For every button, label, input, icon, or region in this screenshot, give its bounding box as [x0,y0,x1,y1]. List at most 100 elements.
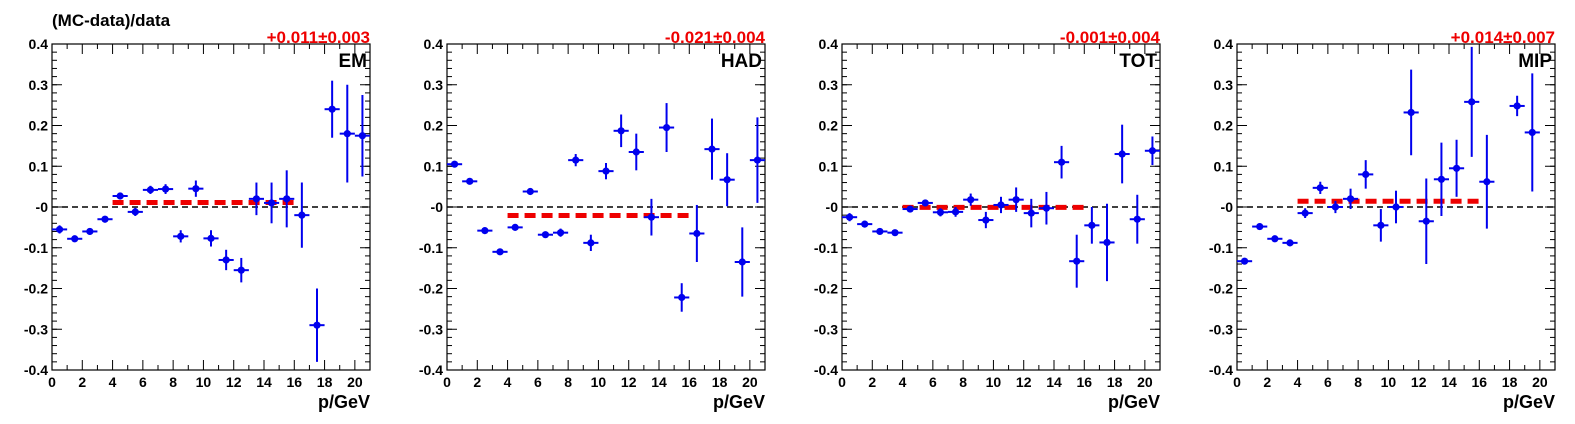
y-tick-label: -0.3 [419,321,443,337]
x-tick-label: 8 [564,374,572,390]
data-point [876,227,884,236]
chart-panel-tot: -0.4 -0.3 -0.2 -0.1 -0 0.1 0.2 0.3 0.4 0 2 4 6 8 10 12 1… [814,28,1161,412]
x-tick-label: 10 [196,374,212,390]
x-tick-label: 20 [1532,374,1548,390]
y-tick-label: 0.1 [424,158,444,174]
x-tick-label: 6 [1324,374,1332,390]
y-tick-label: -0.1 [1209,240,1233,256]
y-tick-label: 0.4 [819,36,839,52]
y-tick-label: -0.2 [24,281,48,297]
y-tick-label: -0 [1221,199,1234,215]
data-point [708,145,716,153]
x-tick-label: 0 [838,374,846,390]
data-point [556,229,565,237]
y-tick-label: -0.1 [814,240,838,256]
x-tick-label: 6 [929,374,937,390]
data-point [313,321,321,329]
data-point [647,213,656,221]
x-tick-label: 14 [1046,374,1062,390]
y-tick-label: 0.2 [819,118,839,134]
y-tick-label: 0.3 [819,77,839,93]
x-tick-label: 4 [1294,374,1302,390]
data-point [1362,170,1370,178]
y-tick-label: -0.3 [814,321,838,337]
data-point [207,234,215,242]
y-tick-label: 0.2 [1214,118,1234,134]
data-point [1377,221,1385,229]
data-point [587,239,595,247]
x-axis-label: p/GeV [713,392,765,412]
y-tick-label: -0.4 [24,362,48,378]
data-point [921,199,929,207]
data-point [116,192,124,200]
data-point [237,266,245,274]
data-point [1331,203,1340,211]
chart-panel-em: -0.4 -0.3 -0.2 -0.1 -0 0.1 0.2 0.3 0.4 0 2 4 6 8 10 12 1… [24,28,371,412]
x-tick-label: 8 [959,374,967,390]
y-tick-label: 0.3 [424,77,444,93]
data-point [936,208,945,216]
data-point [861,220,869,228]
x-tick-label: 20 [742,374,758,390]
data-point [1316,184,1324,192]
x-tick-label: 16 [286,374,302,390]
y-tick-label: -0 [36,199,49,215]
x-tick-label: 20 [347,374,363,390]
data-point [1042,204,1051,212]
y-tick-label: -0 [826,199,839,215]
y-tick-label: -0.4 [419,362,443,378]
x-tick-label: 18 [1502,374,1518,390]
data-point [496,248,504,256]
y-tick-label: -0.2 [419,281,443,297]
data-point [298,211,306,219]
y-tick-label: -0.3 [1209,321,1233,337]
x-axis-label: p/GeV [1108,392,1160,412]
x-tick-label: 18 [317,374,333,390]
data-point [845,213,854,221]
data-point [541,231,550,239]
data-point [450,160,459,168]
data-point [1073,257,1081,265]
x-tick-label: 2 [473,374,481,390]
data-point [572,156,580,164]
x-tick-label: 4 [504,374,512,390]
data-point [146,186,155,194]
figure-y-axis-label: (MC-data)/data [52,11,171,30]
data-point [1148,147,1157,155]
data-point [1088,221,1096,229]
x-tick-label: 16 [681,374,697,390]
data-point [1118,150,1126,158]
x-tick-label: 4 [899,374,907,390]
y-tick-label: 0.1 [1214,158,1234,174]
x-tick-label: 4 [109,374,117,390]
data-point [1513,102,1521,110]
y-tick-label: 0.1 [819,158,839,174]
data-point [343,130,351,138]
data-point [1057,158,1066,166]
x-tick-label: 6 [534,374,542,390]
data-point [951,208,960,216]
data-point [678,293,686,302]
data-point [967,196,975,204]
data-point [177,232,185,240]
x-tick-label: 0 [1233,374,1241,390]
data-point [1240,257,1249,265]
data-point [1468,98,1476,106]
data-point [753,156,762,164]
fit-offset-label: +0.014±0.007 [1451,28,1555,47]
y-tick-label: -0.4 [814,362,838,378]
data-point [632,148,640,156]
data-point [982,216,990,224]
x-tick-label: 20 [1137,374,1153,390]
y-tick-label: 0.4 [424,36,444,52]
data-point [511,223,519,231]
y-tick-label: -0 [431,199,444,215]
x-tick-label: 0 [48,374,56,390]
x-tick-label: 14 [651,374,667,390]
data-point [481,227,489,235]
data-point [161,185,170,193]
x-tick-label: 0 [443,374,451,390]
x-tick-label: 10 [591,374,607,390]
